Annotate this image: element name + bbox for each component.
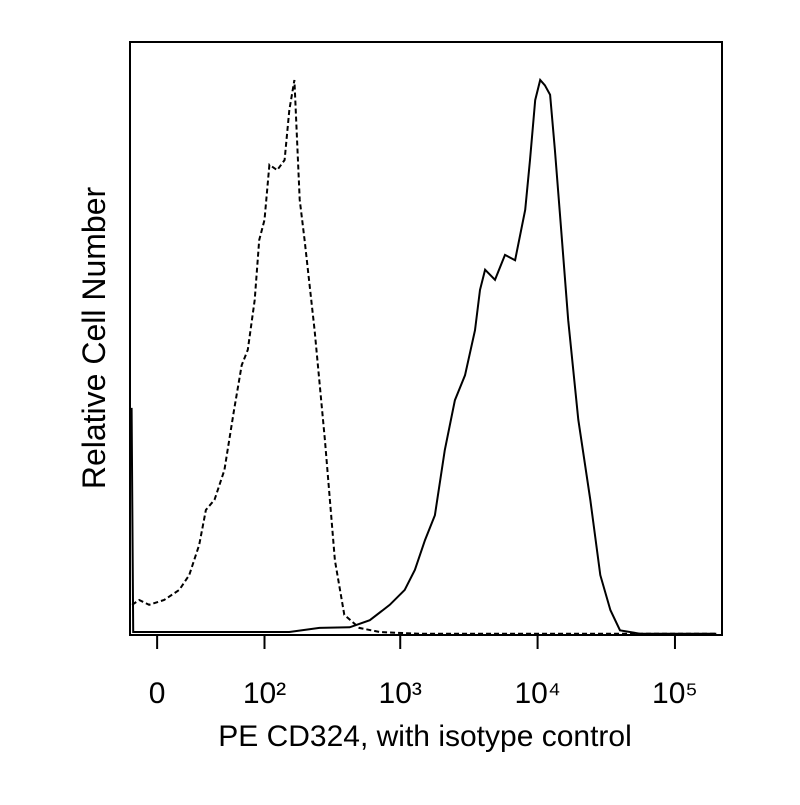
y-axis-label: Relative Cell Number bbox=[76, 186, 112, 489]
plot-frame bbox=[129, 41, 723, 636]
x-axis-label: PE CD324, with isotype control bbox=[218, 720, 632, 753]
x-tick-label: 10⁵ bbox=[652, 677, 698, 710]
x-tick-label: 10³ bbox=[379, 677, 422, 710]
series-line bbox=[131, 79, 717, 635]
x-tick-label: 10² bbox=[243, 677, 286, 710]
x-tick-label: 0 bbox=[149, 677, 166, 710]
series-line bbox=[130, 77, 717, 635]
x-tick-label: 10⁴ bbox=[514, 677, 560, 710]
